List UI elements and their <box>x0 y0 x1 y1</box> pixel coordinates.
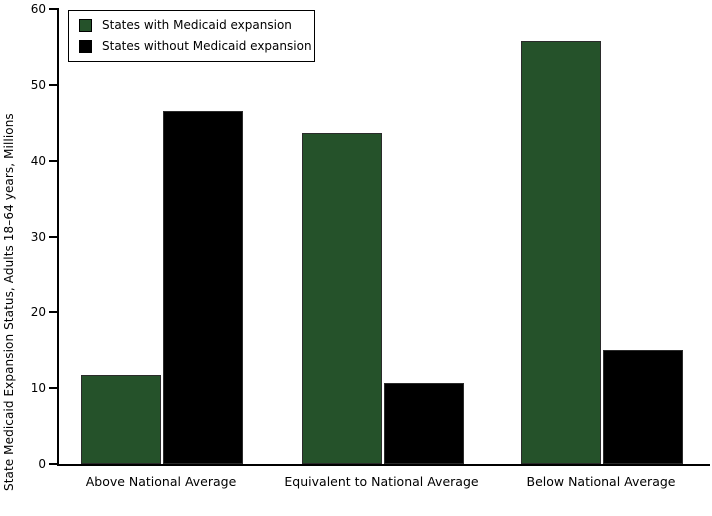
x-axis-line <box>57 464 710 466</box>
y-axis-title: State Medicaid Expansion Status, Adults … <box>2 113 16 492</box>
y-axis-line <box>57 8 59 466</box>
legend: States with Medicaid expansion States wi… <box>68 10 315 62</box>
y-tick-20 <box>49 311 57 314</box>
bar-with-expansion-1 <box>81 375 161 464</box>
legend-swatch-with-expansion-icon <box>79 19 92 32</box>
legend-item-without-expansion: States without Medicaid expansion <box>79 39 312 54</box>
legend-label-without-expansion: States without Medicaid expansion <box>102 39 312 53</box>
legend-swatch-without-expansion-icon <box>79 40 92 53</box>
y-tick-0 <box>49 463 57 465</box>
y-tick-label-10: 10 <box>30 381 46 396</box>
x-category-label-2: Equivalent to National Average <box>284 474 479 489</box>
legend-item-with-expansion: States with Medicaid expansion <box>79 18 304 33</box>
y-tick-label-50: 50 <box>30 77 46 92</box>
bar-without-expansion-1 <box>163 111 243 464</box>
y-tick-label-20: 20 <box>30 305 46 320</box>
bar-without-expansion-2 <box>383 383 464 464</box>
y-tick-30 <box>49 235 57 238</box>
y-tick-60 <box>49 8 57 10</box>
y-tick-label-60: 60 <box>30 2 46 16</box>
bar-without-expansion-3 <box>603 350 683 464</box>
y-tick-label-30: 30 <box>30 229 46 244</box>
y-tick-label-0: 0 <box>38 457 46 471</box>
y-tick-10 <box>49 387 57 390</box>
y-tick-40 <box>49 159 57 162</box>
x-category-label-1: Above National Average <box>85 474 237 489</box>
x-category-label-3: Below National Average <box>526 474 676 489</box>
legend-label-with-expansion: States with Medicaid expansion <box>102 18 292 32</box>
y-tick-50 <box>49 83 57 86</box>
bar-with-expansion-2 <box>301 133 382 464</box>
bar-with-expansion-3 <box>521 41 601 464</box>
y-tick-label-40: 40 <box>30 153 46 168</box>
